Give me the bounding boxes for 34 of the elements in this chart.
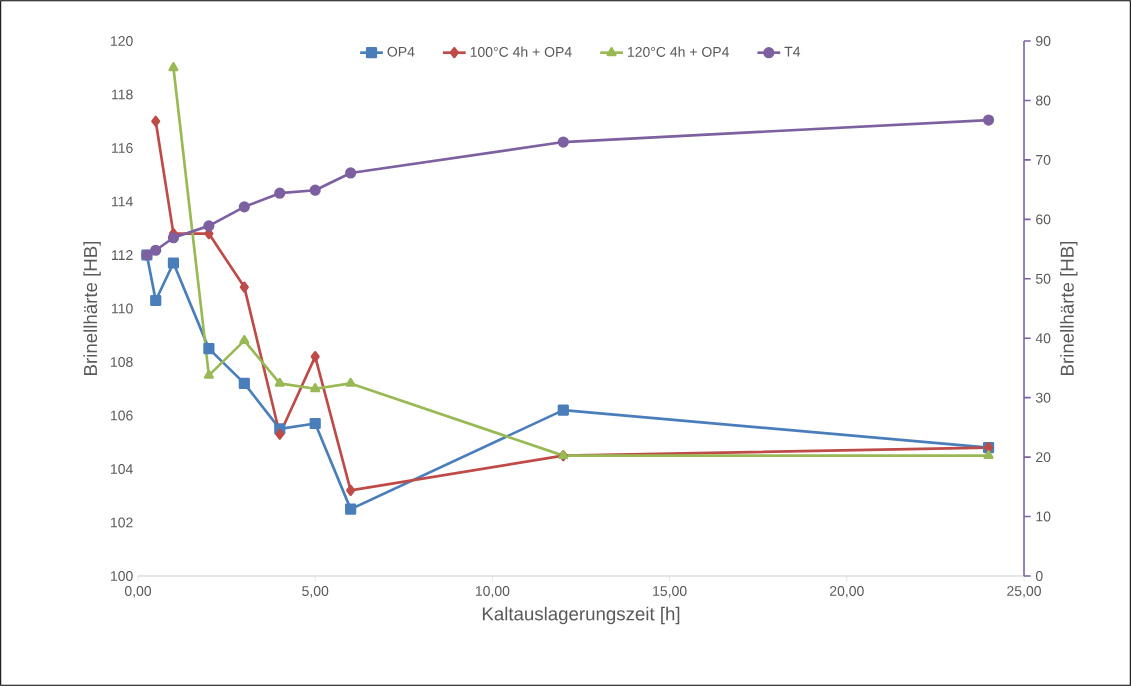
y-tick-label: 104 [111, 464, 133, 474]
y-tick-label: 100 [111, 571, 133, 581]
x-tick-label: 20,00 [830, 586, 864, 598]
x-tick-label: 0,00 [124, 586, 152, 598]
y2-axis-title: Brinellhärte [HB] [1060, 241, 1078, 375]
x-axis-title: Kaltauslagerungszeit [h] [482, 606, 680, 625]
y2-tick-label: 30 [1035, 392, 1051, 403]
x-tick-label: 10,00 [475, 586, 510, 598]
y2-tick-label: 80 [1035, 95, 1051, 106]
y-axis-title: Brinellhärte [HB] [83, 241, 101, 375]
x-tick-label: 25,00 [1007, 586, 1041, 598]
y-tick-label: 106 [111, 410, 133, 421]
y-tick-label: 108 [111, 357, 133, 367]
y2-tick-label: 20 [1036, 452, 1051, 463]
y-tick-label: 120 [111, 36, 133, 46]
y-tick-label: 110 [112, 303, 133, 314]
y2-tick-label: 10 [1036, 511, 1051, 522]
x-tick-label: 5,00 [302, 586, 329, 598]
legend-label: OP4 [387, 46, 415, 57]
y-tick-label: 114 [112, 196, 133, 207]
y-tick-label: 112 [112, 250, 133, 260]
y2-tick-label: 90 [1036, 36, 1051, 46]
y-tick-label: 118 [112, 89, 133, 100]
y2-tick-label: 70 [1036, 154, 1051, 165]
y2-tick-label: 40 [1035, 333, 1051, 344]
legend-label: 100°C 4h + OP4 [470, 46, 572, 57]
x-tick-label: 15,00 [653, 586, 687, 598]
legend-label: 120°C 4h + OP4 [628, 46, 729, 57]
y-tick-label: 116 [112, 143, 133, 153]
y2-tick-label: 60 [1036, 214, 1051, 225]
y2-tick-label: 0 [1035, 571, 1043, 581]
y2-tick-label: 50 [1035, 273, 1051, 284]
legend-label: T4 [784, 46, 801, 57]
y-tick-label: 102 [111, 517, 133, 528]
